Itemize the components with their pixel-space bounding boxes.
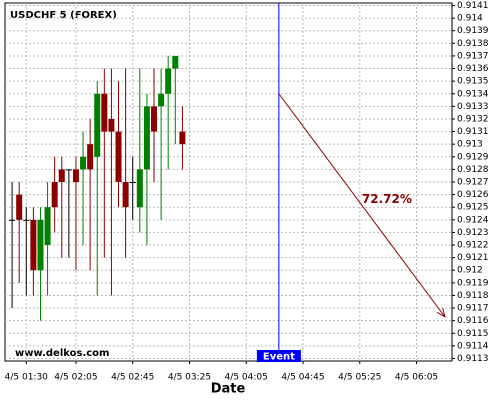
candle-body (58, 169, 65, 182)
y-tick-label: 0.9126 (457, 190, 489, 200)
x-tick-label: 4/5 01:30 (5, 373, 49, 383)
y-tick-label: 0.9123 (457, 228, 489, 238)
y-tick-label: 0.9141 (457, 1, 489, 11)
y-tick-label: 0.9135 (457, 77, 489, 87)
candle-body (80, 156, 87, 170)
y-tick-label: 0.9129 (457, 152, 489, 162)
candle-body (115, 131, 122, 182)
watermark: www.delkos.com (15, 348, 109, 359)
candle-body (23, 219, 30, 221)
candle-body (151, 106, 157, 132)
candle-body (65, 169, 72, 171)
candle-body (16, 194, 23, 220)
candle-body (51, 182, 58, 208)
candle-body (179, 131, 186, 145)
y-tick-label: 0.914 (457, 14, 483, 24)
candle-body (94, 93, 101, 157)
y-tick-label: 0.9118 (457, 291, 489, 301)
y-tick-label: 0.9114 (457, 341, 489, 351)
y-tick-label: 0.9116 (457, 316, 489, 326)
x-tick-label: 4/5 05:25 (338, 373, 381, 383)
y-tick-label: 0.9115 (457, 329, 489, 339)
y-tick-label: 0.9131 (457, 127, 489, 137)
plot-frame (4, 2, 453, 362)
forecast-label: 72.72% (362, 192, 412, 206)
y-tick-label: 0.9137 (457, 51, 489, 61)
y-tick-label: 0.9119 (457, 278, 489, 288)
arrow-head (436, 308, 446, 318)
candle-body (136, 169, 143, 208)
candle-body (165, 68, 172, 94)
y-tick-label: 0.9117 (457, 304, 489, 314)
y-tick-label: 0.9134 (457, 89, 489, 99)
event-box (256, 350, 301, 362)
x-tick-label: 4/5 06:05 (395, 373, 438, 383)
candle-body (9, 219, 16, 221)
candle-body (44, 207, 51, 246)
x-axis-label: Date (211, 382, 246, 397)
y-tick-label: 0.9122 (457, 241, 489, 251)
candle-body (37, 219, 44, 271)
chart-title: USDCHF 5 (FOREX) (10, 10, 117, 21)
y-tick-label: 0.9132 (457, 114, 489, 124)
y-tick-label: 0.9138 (457, 39, 489, 49)
forecast-arrow (278, 93, 446, 318)
candle-body (129, 182, 136, 183)
x-tick-label: 4/5 02:05 (54, 373, 97, 383)
y-tick-label: 0.9125 (457, 203, 489, 213)
y-tick-label: 0.9113 (457, 354, 489, 364)
candle-body (172, 55, 179, 69)
x-tick-label: 4/5 04:45 (281, 373, 324, 383)
candle-body (143, 106, 150, 170)
event-label: Event (263, 352, 295, 363)
x-tick-label: 4/5 02:45 (111, 373, 154, 383)
y-tick-label: 0.9139 (457, 26, 489, 36)
y-tick-label: 0.9121 (457, 253, 489, 263)
candle-body (101, 93, 108, 132)
x-tick-label: 4/5 04:05 (225, 373, 268, 383)
candle-body (87, 144, 94, 170)
candle-body (122, 182, 129, 208)
candle-body (158, 93, 165, 107)
candle-body (72, 169, 79, 182)
y-tick-label: 0.9127 (457, 178, 489, 188)
x-tick-label: 4/5 03:25 (168, 373, 211, 383)
candle-body (108, 118, 115, 132)
y-tick-label: 0.9136 (457, 64, 489, 74)
y-tick-label: 0.912 (457, 266, 483, 276)
y-tick-label: 0.9133 (457, 102, 489, 112)
y-tick-label: 0.913 (457, 140, 483, 150)
y-tick-label: 0.9124 (457, 215, 489, 225)
candle-body (30, 219, 37, 271)
y-tick-label: 0.9128 (457, 165, 489, 175)
